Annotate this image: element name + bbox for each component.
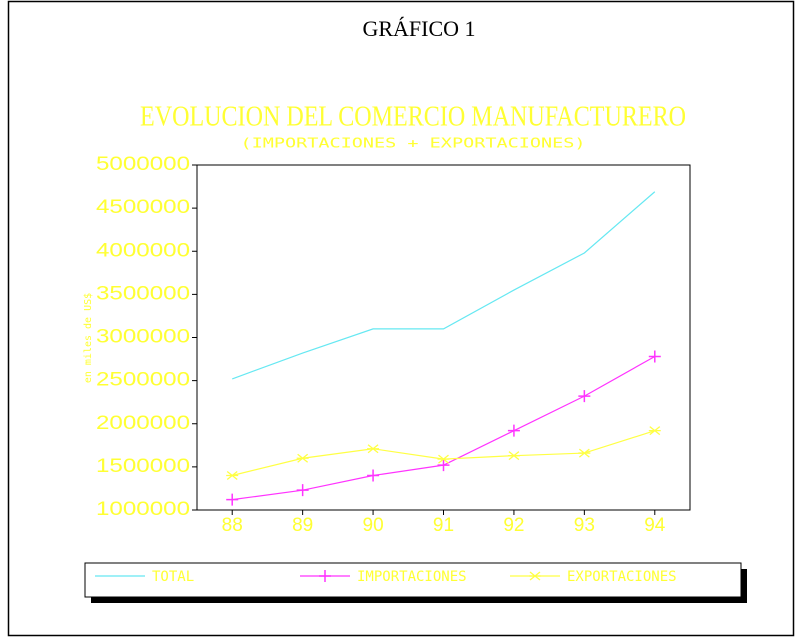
point-marker — [226, 493, 239, 506]
page-frame — [7, 0, 795, 637]
x-tick-label: 94 — [644, 515, 666, 536]
point-marker — [296, 484, 309, 497]
legend-label: EXPORTACIONES — [567, 569, 677, 585]
y-tick-label: 3000000 — [96, 327, 190, 348]
point-marker — [226, 470, 239, 481]
x-tick-label: 90 — [363, 515, 384, 536]
x-tick-label: 89 — [292, 515, 313, 536]
point-marker — [367, 469, 380, 482]
chart-subtitle: (IMPORTACIONES + EXPORTACIONES) — [241, 137, 586, 152]
y-tick-label: 3500000 — [96, 283, 190, 304]
page-header: GRÁFICO 1 — [362, 16, 475, 41]
y-tick-label: 1500000 — [96, 456, 190, 477]
y-tick-label: 5000000 — [96, 154, 190, 175]
x-tick-label: 93 — [574, 515, 595, 536]
legend-marker — [319, 570, 331, 582]
point-marker — [578, 390, 591, 403]
point-marker — [507, 424, 520, 437]
x-tick-label: 91 — [433, 515, 454, 536]
legend-label: TOTAL — [152, 569, 194, 585]
legend-label: IMPORTACIONES — [357, 569, 467, 585]
point-marker — [437, 454, 450, 464]
y-tick-label: 4000000 — [96, 240, 190, 261]
chart-title: EVOLUCION DEL COMERCIO MANUFACTURERO — [140, 101, 686, 132]
legend-marker — [529, 571, 541, 581]
point-marker — [648, 350, 661, 363]
point-marker — [367, 444, 380, 454]
point-marker — [296, 453, 309, 463]
y-tick-label: 4500000 — [96, 197, 190, 218]
point-marker — [507, 451, 520, 461]
x-tick-label: 88 — [222, 515, 243, 536]
y-tick-label: 2000000 — [96, 413, 190, 434]
point-marker — [578, 448, 591, 458]
point-marker — [648, 426, 661, 436]
x-tick-label: 92 — [503, 515, 524, 536]
legend-box — [84, 562, 742, 598]
y-tick-label: 2500000 — [96, 370, 190, 391]
point-marker — [437, 459, 450, 472]
series-line — [232, 191, 656, 380]
y-tick-label: 1000000 — [96, 499, 190, 520]
y-axis-label: en miles de US$ — [83, 293, 94, 383]
